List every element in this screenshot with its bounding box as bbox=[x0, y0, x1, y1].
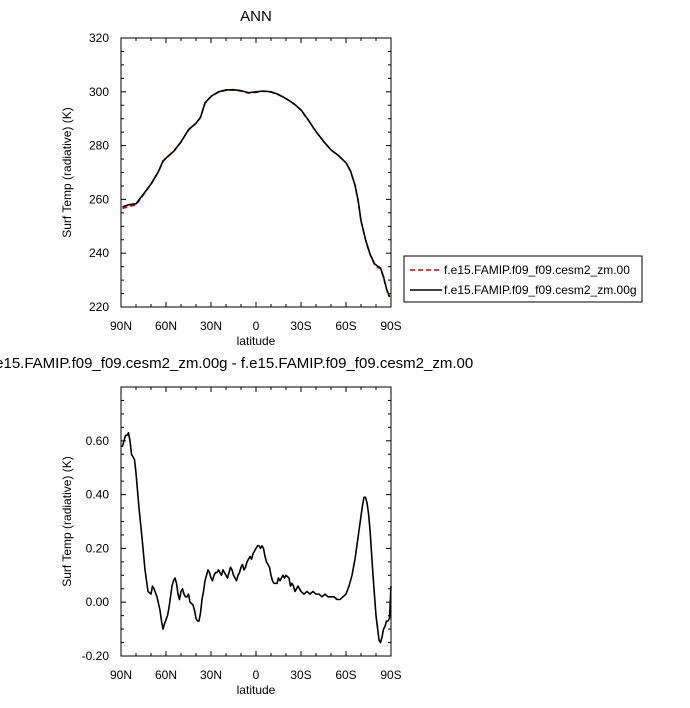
x-tick-label: 60N bbox=[155, 668, 177, 682]
y-tick-label: 0.00 bbox=[86, 595, 110, 609]
chart-title: ANN bbox=[240, 8, 272, 25]
series-line-0 bbox=[122, 89, 391, 298]
legend-label-0: f.e15.FAMIP.f09_f09.cesm2_zm.00 bbox=[444, 263, 630, 277]
x-tick-label: 60S bbox=[335, 668, 356, 682]
x-tick-label: 60S bbox=[335, 319, 356, 333]
series-line-1 bbox=[122, 88, 391, 298]
y-tick-label: 0.20 bbox=[86, 541, 110, 555]
x-tick-label: 30N bbox=[200, 319, 222, 333]
y-tick-label: 240 bbox=[89, 246, 109, 260]
chart-title: f.e15.FAMIP.f09_f09.cesm2_zm.00g - f.e15… bbox=[0, 355, 473, 372]
y-tick-label: -0.20 bbox=[82, 649, 110, 663]
y-tick-label: 280 bbox=[89, 139, 109, 153]
legend-label-1: f.e15.FAMIP.f09_f09.cesm2_zm.00g bbox=[444, 283, 637, 297]
bottom-plot: f.e15.FAMIP.f09_f09.cesm2_zm.00g - f.e15… bbox=[0, 355, 473, 697]
x-axis-label: latitude bbox=[237, 334, 276, 348]
series-line-0 bbox=[121, 431, 392, 644]
x-tick-label: 90N bbox=[110, 319, 132, 333]
y-tick-label: 220 bbox=[89, 300, 109, 314]
y-tick-label: 0.40 bbox=[86, 488, 110, 502]
x-tick-label: 0 bbox=[253, 319, 260, 333]
y-axis-label: Surf Temp (radiative) (K) bbox=[60, 456, 74, 586]
y-tick-label: 300 bbox=[89, 85, 109, 99]
x-tick-label: 30S bbox=[290, 668, 311, 682]
y-tick-label: 0.60 bbox=[86, 434, 110, 448]
y-axis-label: Surf Temp (radiative) (K) bbox=[60, 107, 74, 237]
x-tick-label: 0 bbox=[253, 668, 260, 682]
x-axis-label: latitude bbox=[237, 683, 276, 697]
y-tick-label: 260 bbox=[89, 192, 109, 206]
x-tick-label: 90S bbox=[380, 668, 401, 682]
legend-box bbox=[403, 255, 643, 303]
x-tick-label: 90N bbox=[110, 668, 132, 682]
x-tick-label: 30N bbox=[200, 668, 222, 682]
legend: f.e15.FAMIP.f09_f09.cesm2_zm.00 f.e15.FAM… bbox=[403, 255, 643, 303]
top-plot: ANN 90N 60N 30N 0 30S 60S 90S 220 240 260 280 300 320… bbox=[60, 8, 402, 348]
x-tick-label: 30S bbox=[290, 319, 311, 333]
x-tick-label: 90S bbox=[380, 319, 401, 333]
y-tick-label: 320 bbox=[89, 31, 109, 45]
x-tick-label: 60N bbox=[155, 319, 177, 333]
